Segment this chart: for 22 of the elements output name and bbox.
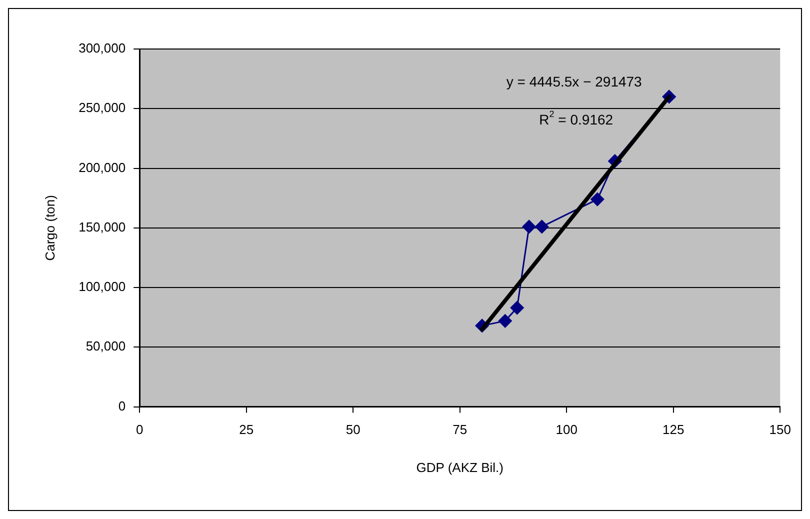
x-tick-label: 50 bbox=[346, 422, 360, 438]
point bbox=[510, 301, 524, 315]
annotation: y = 4445.5x − 291473 bbox=[506, 74, 642, 90]
x-tick-label: 25 bbox=[239, 422, 254, 438]
y-tick-label: 200,000 bbox=[78, 160, 126, 175]
point bbox=[522, 220, 536, 234]
y-tick-label: 100,000 bbox=[78, 279, 126, 294]
x-tick-label: 100 bbox=[556, 422, 578, 438]
x-tick-label: 75 bbox=[452, 422, 468, 438]
x-axis-title: GDP (AKZ Bil.) bbox=[416, 460, 504, 475]
y-tick-label: 50,000 bbox=[86, 338, 126, 354]
y-axis-title: Cargo (ton) bbox=[42, 195, 58, 261]
y-tick-label: 300,000 bbox=[78, 40, 126, 56]
x-tick-label: 0 bbox=[136, 422, 144, 438]
point bbox=[535, 220, 549, 234]
y-tick-label: 250,000 bbox=[78, 100, 126, 116]
x-tick-label: 125 bbox=[662, 422, 684, 438]
y-tick-label: 150,000 bbox=[78, 219, 126, 234]
y-tick-label: 0 bbox=[118, 398, 126, 414]
point bbox=[590, 192, 604, 206]
x-tick-label: 150 bbox=[769, 422, 792, 438]
point bbox=[498, 314, 512, 328]
